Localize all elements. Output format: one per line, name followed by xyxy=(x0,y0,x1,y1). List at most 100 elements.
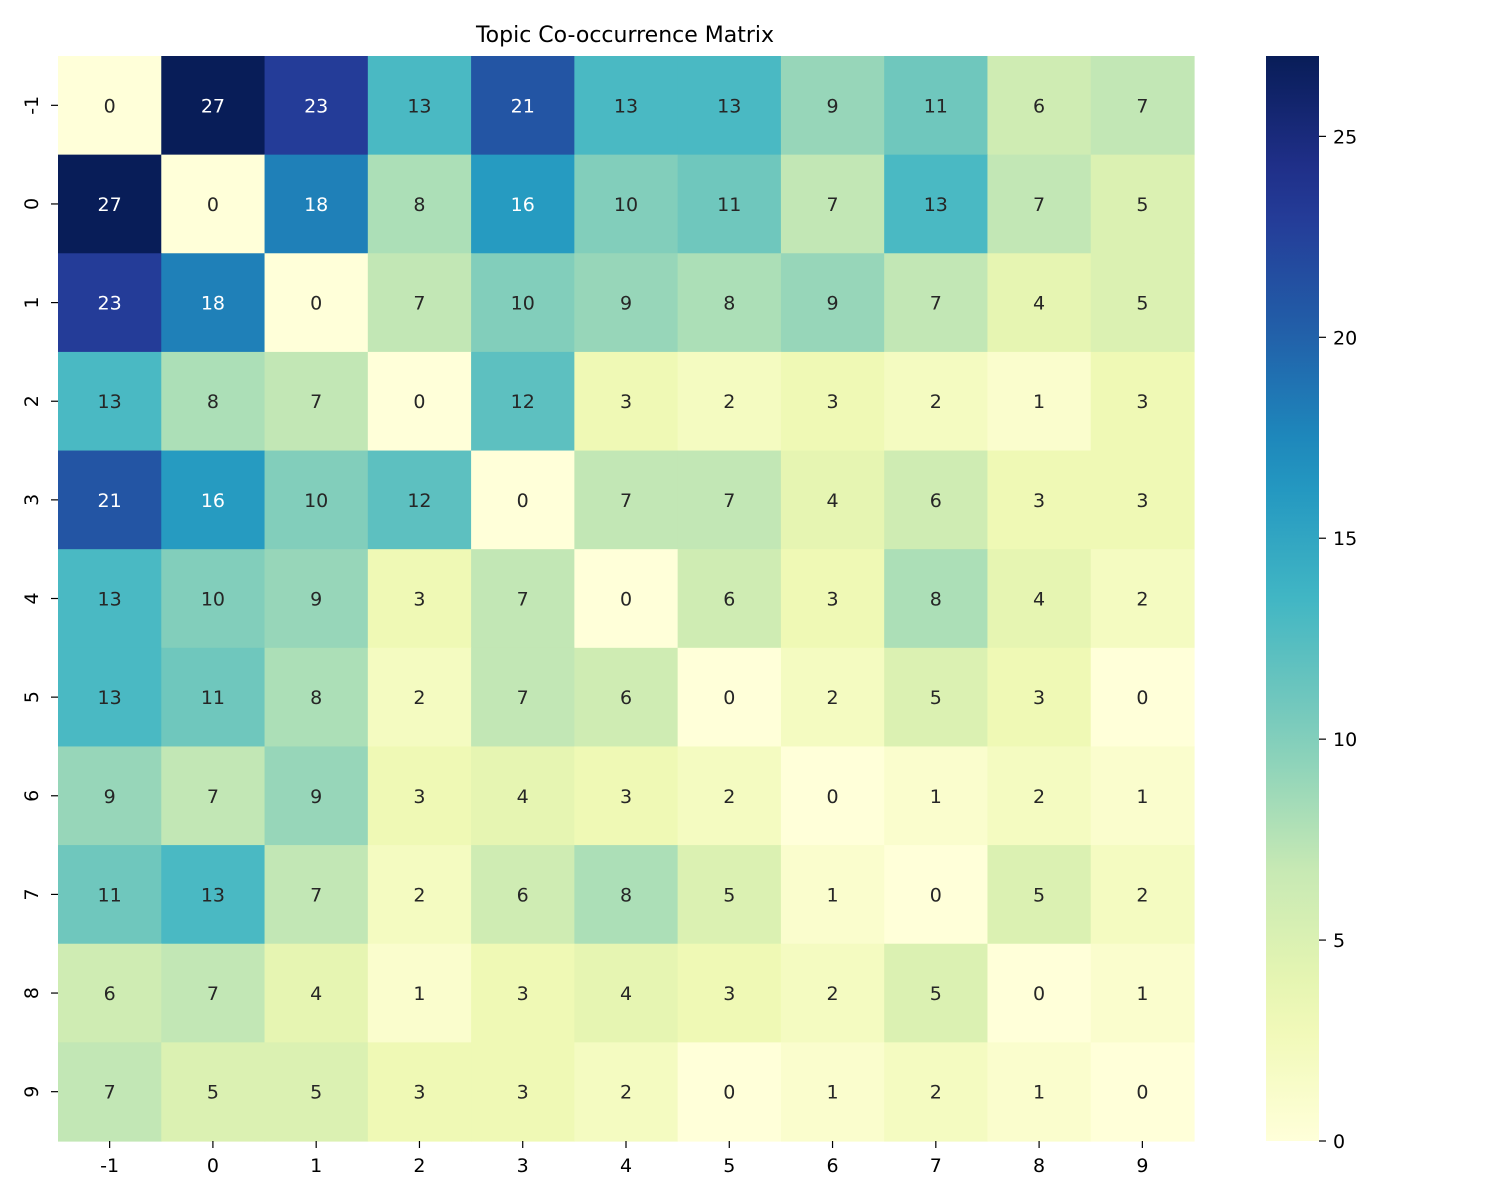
heatmap-cell-r3-c2 xyxy=(264,351,369,452)
cell-value-r7-c6: 2 xyxy=(723,786,735,808)
heatmap-cell-r3-c4 xyxy=(471,351,575,452)
cell-value-r10-c2: 5 xyxy=(310,1082,322,1104)
cell-value-r3-c9: 1 xyxy=(1033,391,1045,413)
y-tick-label-5: 4 xyxy=(21,592,43,604)
colorbar-tick-label-5: 25 xyxy=(1333,126,1357,148)
heatmap-cell-r1-c3 xyxy=(367,154,472,254)
cell-value-r6-c4: 7 xyxy=(517,687,529,709)
heatmap-cell-r10-c2 xyxy=(264,1042,369,1142)
heatmap-cell-r10-c7 xyxy=(780,1042,885,1142)
heatmap-cell-r3-c5 xyxy=(574,351,679,452)
heatmap-cell-r0-c9 xyxy=(987,56,1092,156)
cell-value-r0-c9: 6 xyxy=(1033,95,1045,117)
heatmap-cell-r6-c4 xyxy=(471,647,575,748)
cell-value-r10-c8: 2 xyxy=(930,1082,942,1104)
heatmap-cell-r8-c5 xyxy=(574,845,679,945)
heatmap-cell-r10-c4 xyxy=(471,1042,575,1142)
cell-value-r1-c3: 8 xyxy=(413,194,425,216)
heatmap-cell-r4-c5 xyxy=(574,450,679,550)
heatmap-cell-r0-c3 xyxy=(367,56,472,156)
heatmap-cell-r4-c2 xyxy=(264,450,369,550)
cell-value-r5-c10: 2 xyxy=(1136,589,1148,611)
y-tick-label-4: 3 xyxy=(21,494,43,506)
colorbar: 0 5 10 15 20 25 xyxy=(1266,56,1357,1153)
x-tick-label-0: -1 xyxy=(100,1155,119,1177)
cell-value-r0-c8: 11 xyxy=(924,95,948,117)
cell-value-r7-c9: 2 xyxy=(1033,786,1045,808)
cell-value-r8-c5: 8 xyxy=(620,884,632,906)
cell-value-r6-c1: 11 xyxy=(201,687,225,709)
x-tick-label-6: 5 xyxy=(723,1155,735,1177)
cell-value-r1-c9: 7 xyxy=(1033,194,1045,216)
heatmap-cell-r5-c0 xyxy=(58,549,162,649)
cell-value-r10-c5: 2 xyxy=(620,1082,632,1104)
heatmap-cell-r0-c6 xyxy=(677,56,782,156)
cell-value-r0-c7: 9 xyxy=(827,95,839,117)
heatmap-cell-r5-c10 xyxy=(1090,549,1195,649)
heatmap-cell-r4-c8 xyxy=(884,450,989,550)
heatmap-cell-r9-c8 xyxy=(884,943,989,1043)
heatmap-cell-r2-c5 xyxy=(574,253,679,353)
cell-value-r5-c8: 8 xyxy=(930,589,942,611)
x-axis: -1 0 1 2 3 4 5 6 7 8 9 xyxy=(100,1141,1148,1177)
heatmap-cell-r2-c4 xyxy=(471,253,575,353)
cell-value-r9-c5: 4 xyxy=(620,983,632,1005)
heatmap-cell-r1-c7 xyxy=(780,154,885,254)
heatmap-cell-r4-c9 xyxy=(987,450,1092,550)
cell-value-r6-c6: 0 xyxy=(723,687,735,709)
heatmap-cell-r10-c6 xyxy=(677,1042,782,1142)
cell-value-r2-c5: 9 xyxy=(620,293,632,315)
colorbar-tick-label-3: 15 xyxy=(1333,528,1357,550)
heatmap-cell-r7-c7 xyxy=(780,746,885,846)
heatmap-cell-r8-c3 xyxy=(367,845,472,945)
heatmap-cell-r2-c3 xyxy=(367,253,472,353)
cell-value-r1-c0: 27 xyxy=(98,194,122,216)
heatmap-cell-r8-c0 xyxy=(58,845,162,945)
cell-value-r2-c3: 7 xyxy=(413,293,425,315)
cell-value-r1-c7: 7 xyxy=(827,194,839,216)
heatmap-cell-r5-c2 xyxy=(264,549,369,649)
cell-value-r4-c3: 12 xyxy=(407,490,431,512)
heatmap-cell-r9-c1 xyxy=(161,943,266,1043)
cell-value-r1-c8: 13 xyxy=(924,194,948,216)
heatmap-cell-r7-c8 xyxy=(884,746,989,846)
cell-value-r5-c2: 9 xyxy=(310,589,322,611)
cell-value-r0-c10: 7 xyxy=(1136,95,1148,117)
colorbar-gradient xyxy=(1266,56,1319,1141)
heatmap-cell-r4-c10 xyxy=(1090,450,1195,550)
cell-value-r7-c1: 7 xyxy=(207,786,219,808)
cell-value-r4-c4: 0 xyxy=(517,490,529,512)
y-tick-label-0: -1 xyxy=(21,96,43,115)
heatmap-cell-r3-c10 xyxy=(1090,351,1195,452)
heatmap-cell-r10-c1 xyxy=(161,1042,266,1142)
cell-value-r5-c1: 10 xyxy=(201,589,225,611)
colorbar-tick-label-4: 20 xyxy=(1333,327,1357,349)
heatmap-cell-r8-c10 xyxy=(1090,845,1195,945)
cell-value-r2-c7: 9 xyxy=(827,293,839,315)
heatmap-cell-r10-c9 xyxy=(987,1042,1092,1142)
heatmap-cell-r2-c2 xyxy=(264,253,369,353)
cell-value-r4-c8: 6 xyxy=(930,490,942,512)
y-tick-label-1: 0 xyxy=(21,198,43,210)
cell-value-r4-c9: 3 xyxy=(1033,490,1045,512)
heatmap-cell-r3-c8 xyxy=(884,351,989,452)
heatmap-cell-r1-c4 xyxy=(471,154,575,254)
cell-value-r10-c6: 0 xyxy=(723,1082,735,1104)
heatmap-cell-r10-c10 xyxy=(1090,1042,1195,1142)
cell-value-r0-c0: 0 xyxy=(104,95,116,117)
cell-value-r8-c10: 2 xyxy=(1136,884,1148,906)
cell-value-r6-c10: 0 xyxy=(1136,687,1148,709)
cell-value-r2-c8: 7 xyxy=(930,293,942,315)
heatmap-cell-r0-c10 xyxy=(1090,56,1195,156)
heatmap-cell-r5-c8 xyxy=(884,549,989,649)
heatmap-cell-r3-c1 xyxy=(161,351,266,452)
heatmap-cell-r5-c5 xyxy=(574,549,679,649)
y-tick-label-3: 2 xyxy=(21,395,43,407)
cell-value-r9-c6: 3 xyxy=(723,983,735,1005)
cell-value-r9-c9: 0 xyxy=(1033,983,1045,1005)
heatmap-cell-r0-c7 xyxy=(780,56,885,156)
cell-value-r8-c9: 5 xyxy=(1033,884,1045,906)
cell-value-r2-c4: 10 xyxy=(511,293,535,315)
heatmap-cell-r6-c2 xyxy=(264,647,369,748)
heatmap-cell-r8-c2 xyxy=(264,845,369,945)
